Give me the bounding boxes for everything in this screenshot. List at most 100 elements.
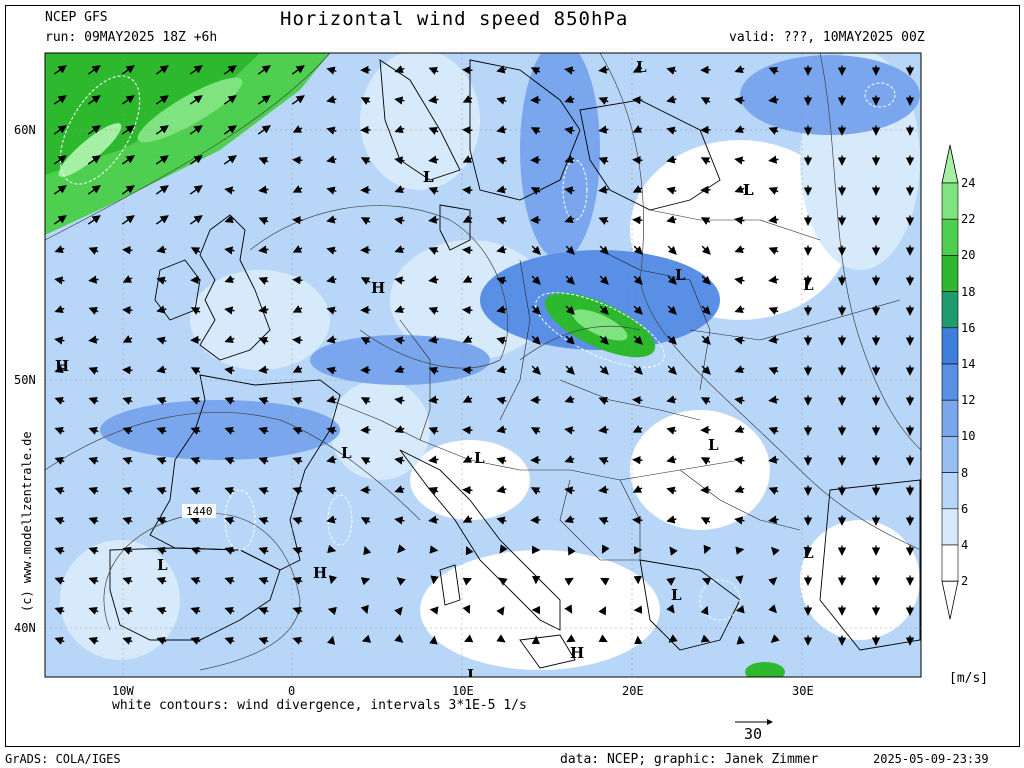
high-pressure-label: H: [570, 644, 584, 662]
wind-vector: [53, 185, 67, 195]
colorbar-swatch: [941, 472, 959, 510]
wind-vector: [462, 185, 473, 195]
wind-vector: [258, 277, 269, 285]
contour-label-box: [182, 504, 216, 518]
wind-vector: [258, 305, 269, 314]
wind-vector: [564, 486, 575, 495]
wind-vector: [463, 634, 474, 643]
wind-vector: [190, 576, 201, 585]
wind-vector: [292, 516, 303, 525]
wind-vector: [292, 606, 303, 615]
wind-vector: [189, 215, 203, 225]
wind-vector: [768, 187, 779, 195]
low-pressure-label: L: [671, 586, 682, 604]
wind-vector: [598, 217, 609, 225]
wind-vector: [54, 365, 65, 374]
wind-vector: [88, 576, 99, 585]
wind-vector: [292, 335, 303, 345]
wind-vector: [122, 606, 133, 615]
wind-vector: [326, 275, 337, 284]
wind-vector: [156, 305, 167, 314]
low-pressure-label: L: [675, 266, 686, 284]
wind-vector: [462, 515, 473, 523]
wind-vector: [462, 335, 473, 343]
wind-vector: [121, 125, 135, 135]
wind-vector: [632, 485, 643, 493]
wind-vector: [667, 275, 677, 285]
low-pressure-label: L: [636, 58, 647, 76]
wind-vector: [394, 634, 404, 643]
wind-vector: [768, 577, 778, 586]
wind-vector: [564, 604, 573, 614]
wind-vector: [600, 577, 610, 586]
wind-vector: [156, 546, 167, 555]
wind-vector: [462, 305, 473, 315]
colorbar-tick-label: 2: [961, 574, 969, 589]
wind-vector: [122, 365, 133, 375]
wind-vector: [428, 427, 439, 435]
wind-vector: [258, 217, 269, 225]
wind-vector: [291, 65, 305, 75]
map-title: Horizontal wind speed 850hPa: [280, 8, 629, 30]
wind-vector: [121, 215, 135, 225]
wind-vector: [292, 426, 303, 435]
wind-vector: [87, 155, 101, 165]
low-pressure-label: L: [803, 276, 814, 294]
colorbar-swatch: [941, 544, 959, 582]
wind-vector: [530, 67, 541, 75]
wind-vector: [54, 305, 65, 314]
wind-vector: [156, 486, 167, 495]
wind-vector: [599, 335, 609, 345]
wind-vector: [700, 157, 711, 165]
wind-vector: [394, 125, 405, 134]
wind-vector: [224, 246, 235, 255]
wind-vector: [360, 457, 371, 465]
wind-vector: [122, 245, 133, 255]
colorbar-tick-label: 22: [961, 212, 976, 227]
wind-vector: [496, 336, 507, 345]
wind-vector: [768, 487, 779, 495]
wind-vector: [258, 636, 269, 645]
wind-vector: [633, 365, 643, 375]
wind-vector: [734, 456, 745, 465]
wind-vector: [190, 636, 201, 645]
colorbar-swatch: [941, 436, 959, 473]
wind-vector: [88, 456, 99, 465]
wind-vector: [397, 544, 406, 554]
wind-vector: [701, 305, 711, 315]
wind-vector: [122, 275, 133, 283]
timestamp: 2025-05-09-23:39: [873, 752, 989, 766]
wind-vector: [396, 577, 406, 586]
wind-vector: [292, 245, 303, 253]
wind-vector: [496, 425, 507, 434]
wind-vector: [257, 125, 271, 135]
wind-vector: [326, 335, 337, 344]
wind-vector: [292, 155, 303, 165]
lon-label: 20E: [622, 684, 644, 698]
colorbar-tick-label: 6: [961, 501, 969, 516]
wind-vector: [394, 305, 405, 314]
wind-vector: [394, 456, 405, 465]
wind-vector: [223, 95, 237, 105]
colorbar-swatch: [941, 363, 959, 401]
wind-vector: [257, 65, 271, 75]
wind-vector: [632, 425, 643, 433]
wind-vector: [428, 307, 439, 315]
wind-vector: [462, 577, 473, 586]
wind-vector: [156, 636, 167, 645]
wind-vector: [327, 606, 337, 616]
wind-vector: [258, 365, 269, 374]
colorbar-tick-label: 20: [961, 248, 976, 263]
wind-vector: [122, 636, 133, 645]
wind-vector: [768, 427, 779, 435]
wind-vector: [768, 67, 779, 75]
contour-label: 1440: [186, 505, 213, 518]
lon-label: 30E: [792, 684, 814, 698]
wind-vector: [326, 95, 337, 104]
wind-vector: [465, 545, 474, 556]
lon-label: 10W: [112, 684, 134, 698]
wind-vector: [257, 95, 271, 105]
colorbar-swatch: [941, 399, 959, 437]
wind-vector: [326, 215, 337, 224]
wind-vector: [189, 65, 203, 75]
